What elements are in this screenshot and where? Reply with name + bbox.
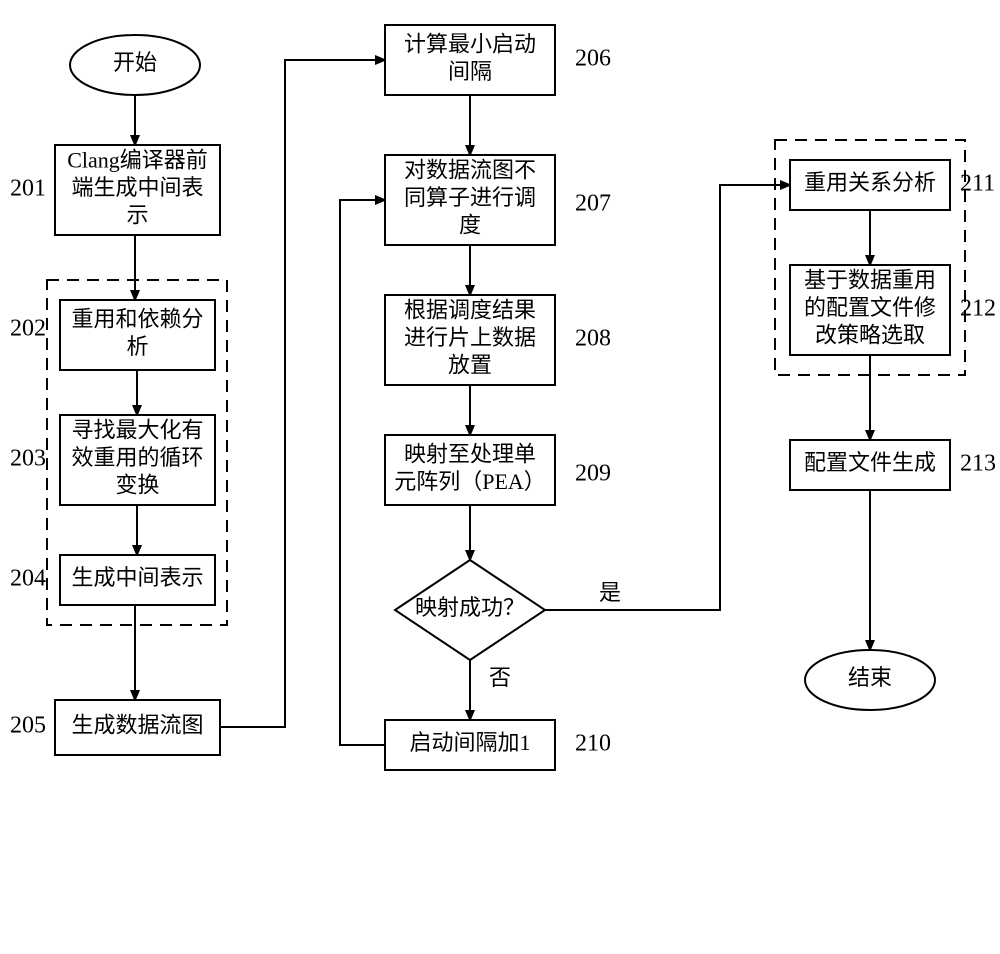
svg-text:基于数据重用: 基于数据重用 (804, 268, 936, 293)
svg-text:改策略选取: 改策略选取 (815, 323, 925, 348)
svg-text:重用关系分析: 重用关系分析 (804, 170, 936, 195)
svg-text:结束: 结束 (848, 665, 892, 690)
svg-text:开始: 开始 (113, 50, 157, 75)
svg-text:Clang编译器前: Clang编译器前 (67, 148, 208, 173)
edge-5 (220, 60, 385, 727)
step-number-207: 207 (575, 191, 611, 217)
svg-text:映射至处理单: 映射至处理单 (404, 441, 536, 466)
svg-text:启动间隔加1: 启动间隔加1 (409, 730, 530, 755)
step-number-203: 203 (10, 446, 46, 472)
svg-text:元阵列（PEA）: 元阵列（PEA） (394, 469, 546, 494)
svg-text:析: 析 (126, 334, 148, 359)
edge-12 (545, 185, 790, 610)
svg-text:生成数据流图: 生成数据流图 (71, 713, 203, 738)
step-number-205: 205 (10, 713, 46, 739)
svg-text:效重用的循环: 效重用的循环 (71, 445, 203, 470)
step-number-209: 209 (575, 461, 611, 487)
step-number-201: 201 (10, 176, 46, 202)
step-number-213: 213 (960, 451, 996, 477)
step-number-210: 210 (575, 731, 611, 757)
svg-text:生成中间表示: 生成中间表示 (71, 565, 203, 590)
step-number-204: 204 (10, 566, 46, 592)
svg-text:重用和依赖分: 重用和依赖分 (71, 306, 203, 331)
edge-11 (340, 200, 385, 745)
svg-text:同算子进行调: 同算子进行调 (404, 185, 536, 210)
svg-text:寻找最大化有: 寻找最大化有 (71, 418, 203, 443)
svg-text:对数据流图不: 对数据流图不 (404, 158, 536, 183)
svg-text:根据调度结果: 根据调度结果 (404, 298, 536, 323)
step-number-202: 202 (10, 316, 46, 342)
svg-text:的配置文件修: 的配置文件修 (804, 295, 936, 320)
svg-text:计算最小启动: 计算最小启动 (404, 31, 536, 56)
svg-text:变换: 变换 (115, 473, 159, 498)
step-number-212: 212 (960, 296, 996, 322)
decision-no-label: 否 (489, 665, 511, 690)
svg-text:放置: 放置 (448, 353, 492, 378)
svg-text:进行片上数据: 进行片上数据 (404, 325, 536, 350)
svg-text:示: 示 (126, 203, 148, 228)
decision-yes-label: 是 (599, 580, 621, 605)
step-number-211: 211 (960, 171, 995, 197)
svg-text:度: 度 (459, 213, 481, 238)
svg-text:间隔: 间隔 (448, 59, 492, 84)
svg-text:端生成中间表: 端生成中间表 (71, 175, 203, 200)
svg-text:配置文件生成: 配置文件生成 (804, 450, 936, 475)
step-number-206: 206 (575, 46, 611, 72)
svg-text:映射成功？: 映射成功？ (415, 595, 525, 620)
step-number-208: 208 (575, 326, 611, 352)
